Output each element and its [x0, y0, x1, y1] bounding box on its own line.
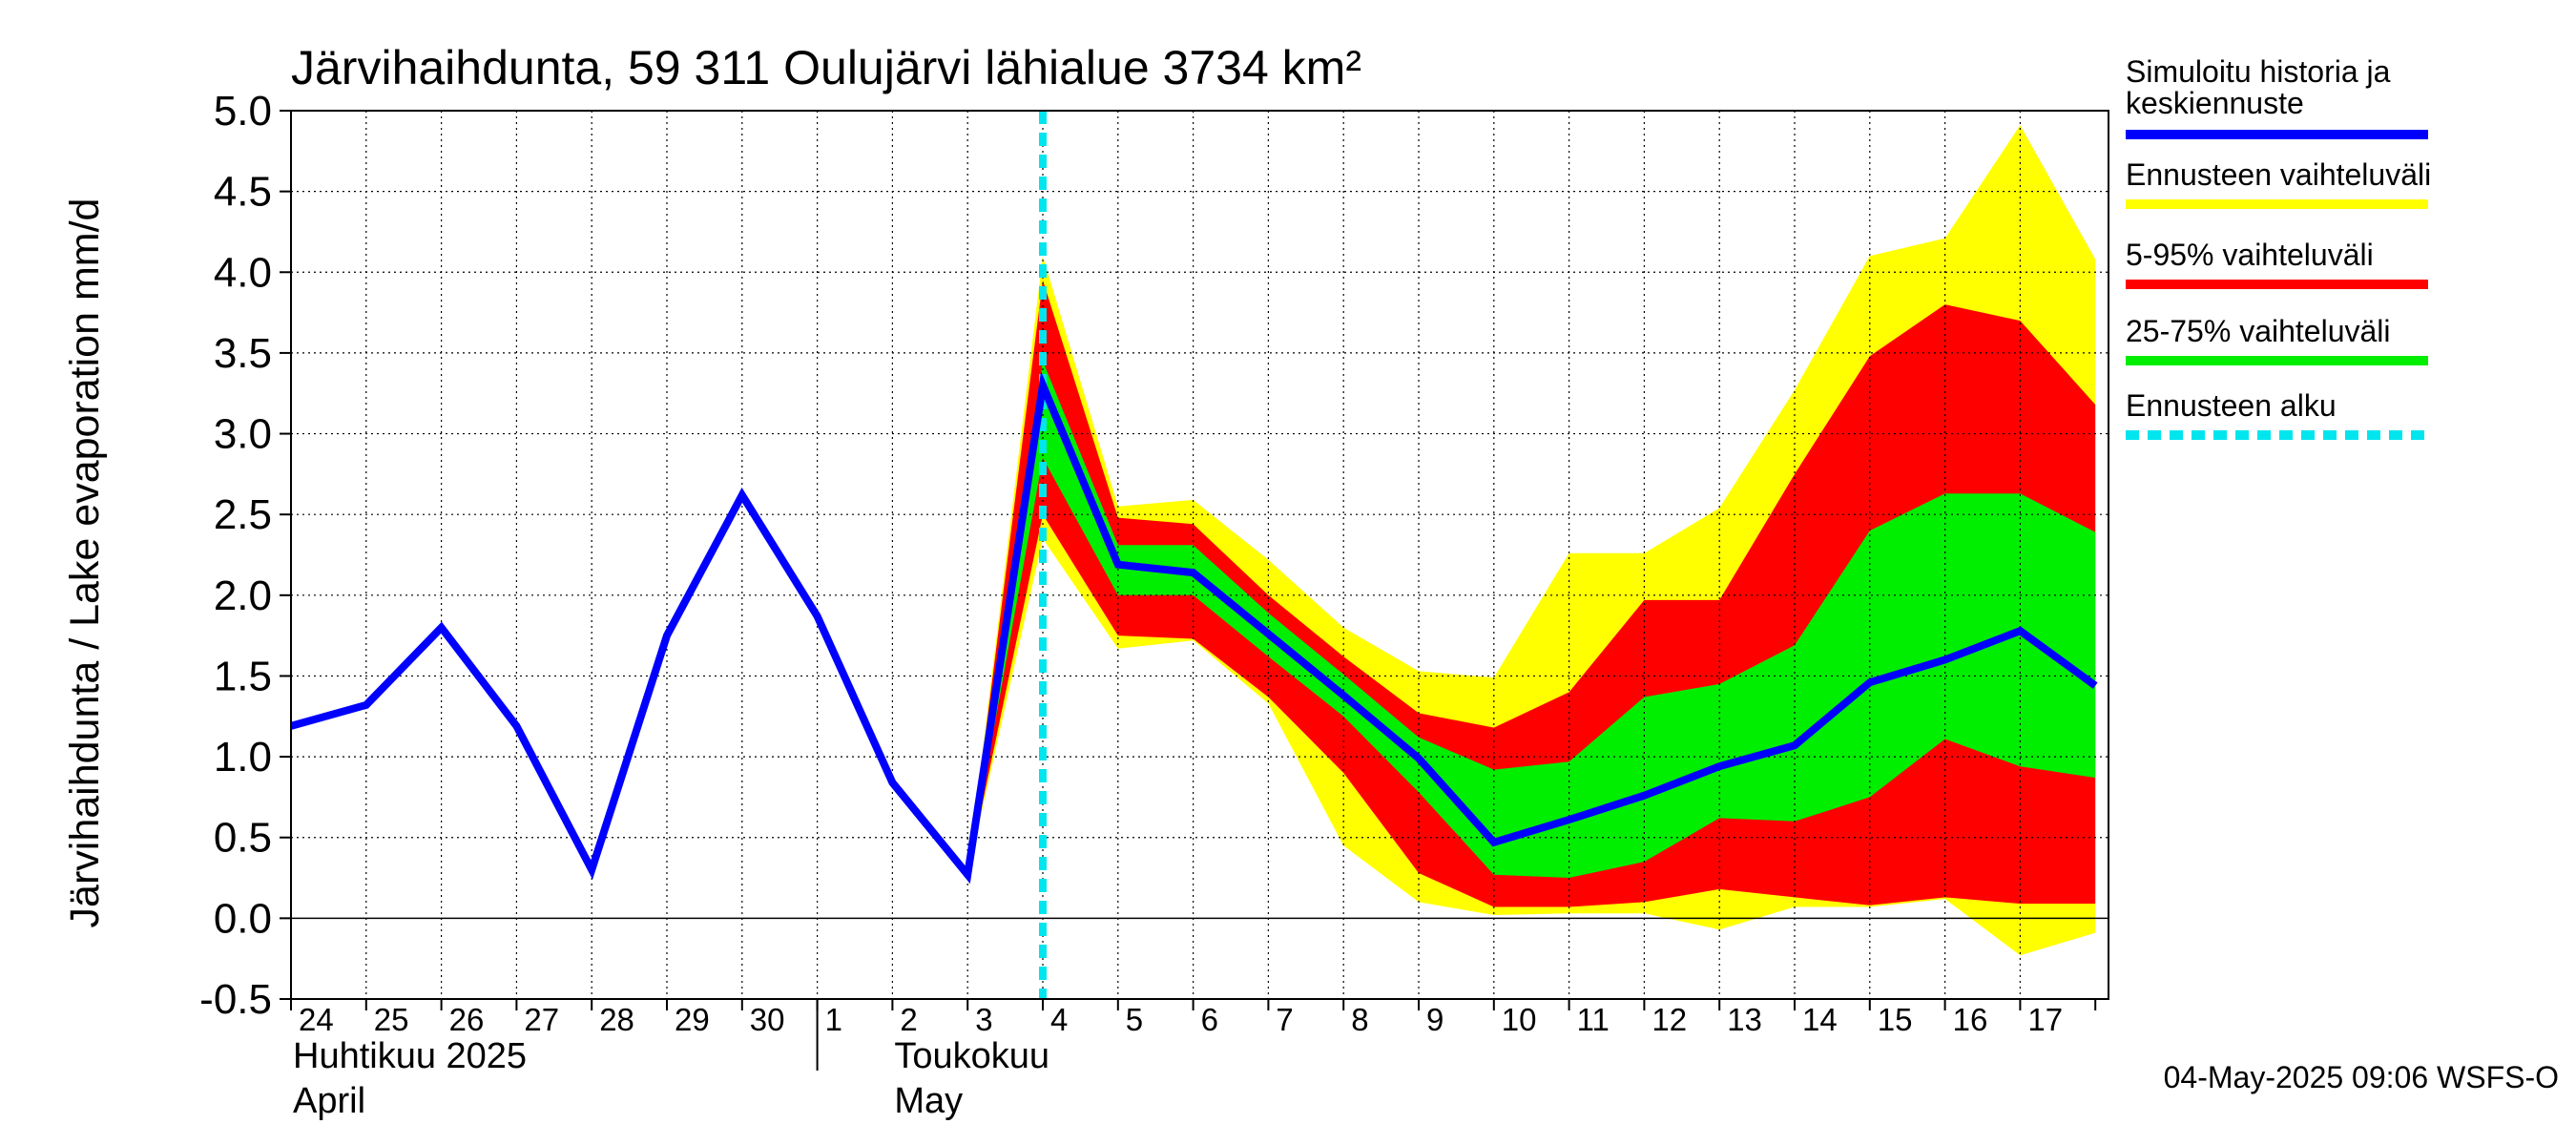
- x-tick-label: 7: [1276, 1002, 1293, 1037]
- month-labels: Huhtikuu 2025 April Toukokuu May: [293, 1036, 1049, 1121]
- legend-label: 5-95% vaihteluväli: [2126, 238, 2374, 272]
- y-tick-label: 3.0: [214, 411, 272, 458]
- forecast-bands: [967, 125, 2096, 956]
- x-tick-label: 12: [1652, 1002, 1687, 1037]
- x-tick-label: 24: [299, 1002, 334, 1037]
- plot-border: [290, 110, 2109, 1000]
- y-tick-label: 0.0: [214, 895, 272, 942]
- x-tick-label: 10: [1502, 1002, 1537, 1037]
- y-axis-label: Järvihaihdunta / Lake evaporation mm/d: [62, 198, 108, 928]
- y-tick-label: 0.5: [214, 815, 272, 862]
- y-tick-label: 2.0: [214, 572, 272, 619]
- legend-label: Simuloitu historia ja: [2126, 54, 2391, 89]
- y-tick-label: 1.0: [214, 734, 272, 781]
- month-label: Huhtikuu 2025: [293, 1036, 527, 1076]
- series-lines: [289, 371, 2098, 885]
- x-tick-label: 29: [675, 1002, 710, 1037]
- x-tick-label: 4: [1050, 1002, 1068, 1037]
- x-tick-label: 11: [1577, 1002, 1610, 1037]
- x-axis-ticks: 24 25 26 27 28 29 30 1 2 3 4 5 6 7 8 9 10 11 12 13 14 15 16 17: [290, 999, 2097, 1071]
- y-tick-label: 5.0: [214, 88, 272, 135]
- x-tick-label: 5: [1126, 1002, 1143, 1037]
- x-tick-label: 1: [825, 1002, 842, 1037]
- band-3: [967, 361, 2096, 878]
- y-axis-ticks: -0.5 0.0 0.5 1.0 1.5 2.0 2.5 3.0 3.5 4.0 4.5 5.0: [199, 88, 291, 1023]
- x-tick-label: 15: [1878, 1002, 1913, 1037]
- x-tick-label: 16: [1953, 1002, 1988, 1037]
- x-tick-label: 27: [524, 1002, 559, 1037]
- x-tick-label: 14: [1802, 1002, 1838, 1037]
- chart-title: Järvihaihdunta, 59 311 Oulujärvi lähialu…: [291, 41, 1361, 94]
- x-tick-label: 9: [1426, 1002, 1444, 1037]
- month-label-en: May: [894, 1081, 963, 1121]
- x-tick-label: 3: [975, 1002, 992, 1037]
- x-tick-label: 17: [2027, 1002, 2063, 1037]
- month-label-en: April: [293, 1081, 365, 1121]
- x-tick-label: 8: [1351, 1002, 1368, 1037]
- grid-lines: [291, 111, 2109, 999]
- y-tick-label: 1.5: [214, 653, 272, 699]
- x-tick-label: 26: [449, 1002, 485, 1037]
- y-tick-label: 3.5: [214, 330, 272, 377]
- x-tick-label: 13: [1727, 1002, 1762, 1037]
- y-tick-label: 4.0: [214, 249, 272, 296]
- x-tick-label: 30: [750, 1002, 785, 1037]
- legend-label: Ennusteen vaihteluväli: [2126, 157, 2431, 192]
- plot-frame: [290, 110, 2109, 1000]
- y-tick-label: 2.5: [214, 491, 272, 538]
- legend-label: Ennusteen alku: [2126, 388, 2337, 423]
- series-line-1: [289, 371, 2098, 885]
- y-tick-label: -0.5: [199, 976, 272, 1023]
- month-label: Toukokuu: [894, 1036, 1049, 1076]
- x-tick-label: 28: [599, 1002, 634, 1037]
- x-tick-label: 2: [900, 1002, 917, 1037]
- y-tick-label: 4.5: [214, 169, 272, 216]
- x-tick-label: 6: [1201, 1002, 1218, 1037]
- legend-label: 25-75% vaihteluväli: [2126, 314, 2391, 348]
- timestamp: 04-May-2025 09:06 WSFS-O: [2164, 1060, 2559, 1094]
- x-tick-label: 25: [374, 1002, 409, 1037]
- legend-label: keskiennuste: [2126, 86, 2304, 120]
